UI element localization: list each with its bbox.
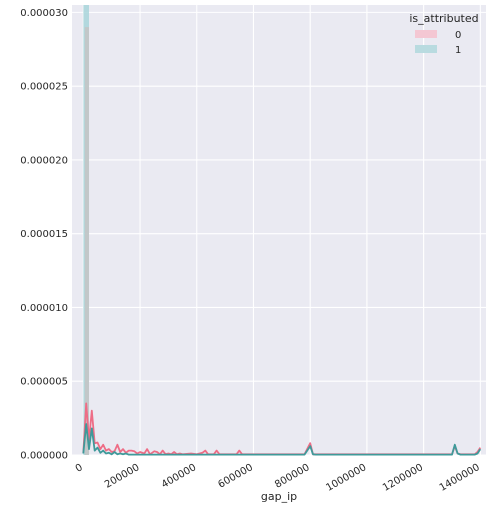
plot-background (72, 5, 486, 455)
hist-bar-0 (84, 27, 90, 456)
x-tick-label: 1400000 (438, 462, 482, 494)
y-tick-label: 0.000025 (20, 82, 68, 93)
x-tick-label: 800000 (273, 462, 312, 491)
x-tick-label: 0 (74, 462, 85, 475)
x-tick-label: 1200000 (381, 462, 425, 494)
legend-swatch-0 (415, 30, 437, 38)
y-tick-label: 0.000010 (20, 303, 68, 314)
legend-label-1: 1 (455, 45, 461, 56)
x-tick-label: 200000 (103, 462, 142, 491)
legend-title: is_attributed (409, 12, 478, 25)
y-tick-label: 0.000015 (20, 229, 68, 240)
y-tick-label: 0.000030 (20, 8, 68, 19)
y-tick-label: 0.000005 (20, 377, 68, 388)
y-tick-label: 0.000020 (20, 155, 68, 166)
series-line-1 (82, 423, 482, 456)
x-tick-label: 400000 (160, 462, 199, 491)
x-tick-label: 1000000 (324, 462, 368, 494)
x-axis-label: gap_ip (261, 490, 297, 503)
x-tick-label: 600000 (216, 462, 255, 491)
y-tick-label: 0.000000 (20, 451, 68, 462)
legend-label-0: 0 (455, 30, 461, 41)
legend-swatch-1 (415, 45, 437, 53)
